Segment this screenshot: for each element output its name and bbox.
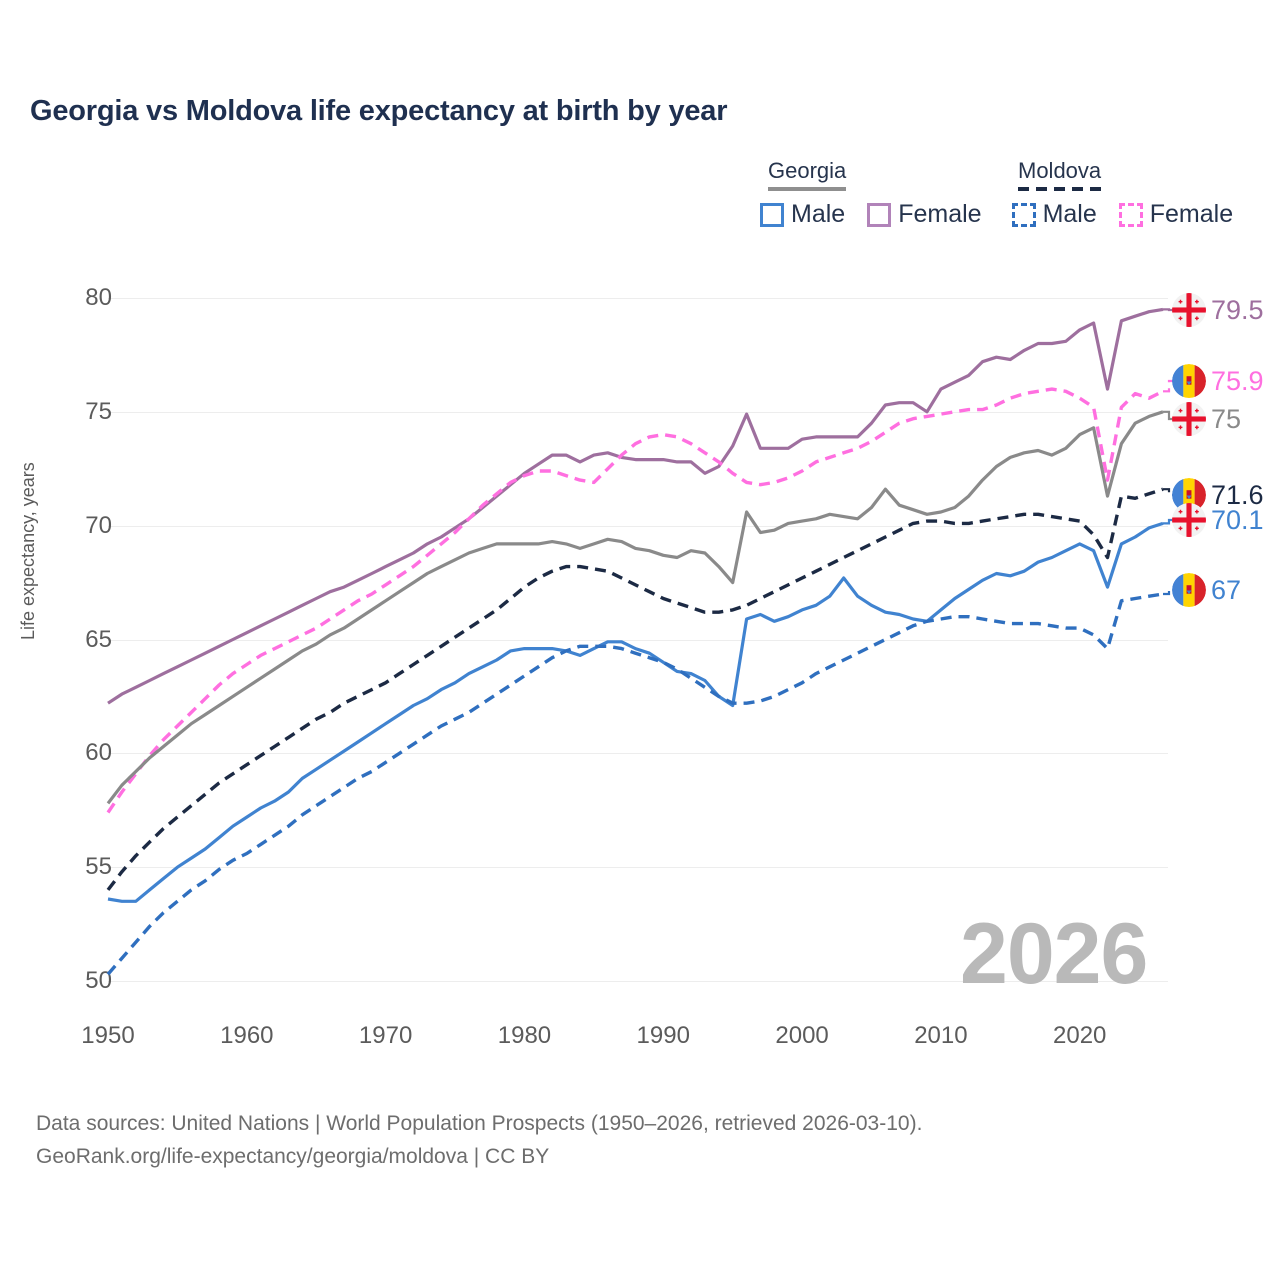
legend-group-georgia-label: Georgia <box>768 158 847 183</box>
legend-swatch-moldova-male <box>1011 202 1036 227</box>
end-label: 75.9 <box>1172 364 1264 398</box>
moldova-flag <box>1172 573 1206 607</box>
moldova-flag-icon <box>1172 478 1206 512</box>
line-georgia-female <box>107 307 1164 705</box>
footer-line-2: GeoRank.org/life-expectancy/georgia/mold… <box>36 1144 550 1168</box>
legend-group-georgia: Georgia <box>768 158 847 195</box>
y-axis-tick: 75 <box>85 397 112 425</box>
gridline <box>108 525 1168 527</box>
georgia-flag <box>1172 503 1206 537</box>
legend-group-moldova-label: Moldova <box>1018 158 1102 183</box>
legend-item-moldova-female[interactable]: Female <box>1118 200 1234 229</box>
line-moldova-male-overall-line- <box>106 487 1164 891</box>
y-axis-tick: 70 <box>85 511 112 539</box>
year-watermark: 2026 <box>960 906 1148 1002</box>
legend-item-georgia-female[interactable]: Female <box>867 200 982 229</box>
line-georgia-male <box>107 521 1164 903</box>
end-label: 75 <box>1172 402 1241 436</box>
end-label-value: 75.9 <box>1211 365 1264 396</box>
gridline <box>108 981 1168 982</box>
georgia-flag-icon <box>1172 402 1206 436</box>
x-axis-tick: 2010 <box>914 1022 968 1049</box>
georgia-flag <box>1172 293 1206 327</box>
end-label-value: 75 <box>1211 403 1242 434</box>
legend-swatch-georgia-male <box>760 202 784 227</box>
line-moldova-female <box>106 387 1164 814</box>
moldova-flag <box>1172 364 1206 398</box>
line-georgia-male-overall-line- <box>106 410 1164 805</box>
georgia-flag-icon <box>1172 293 1206 327</box>
x-axis-tick: 1990 <box>636 1022 690 1049</box>
end-label: 71.6 <box>1172 478 1264 512</box>
end-label-value: 70.1 <box>1211 504 1264 535</box>
end-label-value: 71.6 <box>1211 479 1264 510</box>
x-axis-tick: 2000 <box>775 1022 829 1049</box>
y-axis-tick: 50 <box>85 967 112 994</box>
y-axis-tick: 80 <box>85 284 112 311</box>
legend-group-titles: Georgia Moldova <box>760 158 1260 192</box>
end-label: 70.1 <box>1172 503 1264 537</box>
y-axis-tick: 60 <box>85 739 112 767</box>
legend-swatch-georgia-female <box>867 202 892 227</box>
moldova-flag <box>1172 478 1206 512</box>
moldova-flag-icon <box>1172 364 1206 398</box>
x-axis-tick: 1950 <box>81 1022 135 1049</box>
legend-group-georgia-rule <box>768 187 847 191</box>
legend-label-moldova-female: Female <box>1149 200 1234 228</box>
y-axis-tick: 55 <box>85 853 112 881</box>
georgia-flag-icon <box>1172 503 1206 537</box>
x-axis-tick: 1980 <box>497 1022 552 1049</box>
end-label-value: 79.5 <box>1211 294 1264 325</box>
page-title: Georgia vs Moldova life expectancy at bi… <box>30 95 728 127</box>
legend-swatch-moldova-female <box>1118 202 1143 227</box>
gridline <box>108 867 1168 869</box>
legend: Georgia Moldova Male Female Male <box>760 158 1260 238</box>
moldova-flag-icon <box>1172 573 1206 607</box>
gridline <box>108 411 1168 413</box>
end-label: 79.5 <box>1172 293 1264 327</box>
legend-item-georgia-male[interactable]: Male <box>760 200 845 229</box>
georgia-flag <box>1172 402 1206 436</box>
legend-group-moldova-rule <box>1018 187 1102 191</box>
gridline <box>108 298 1168 299</box>
legend-item-moldova-male[interactable]: Male <box>1011 200 1097 229</box>
leader-line <box>1163 488 1175 497</box>
x-axis-tick: 1960 <box>220 1022 274 1049</box>
gridline <box>108 753 1168 755</box>
end-label: 67 <box>1172 573 1241 607</box>
gridline <box>108 639 1168 641</box>
footer-line-1: Data sources: United Nations | World Pop… <box>36 1112 923 1135</box>
end-label-value: 67 <box>1211 574 1242 605</box>
y-axis-tick: 65 <box>85 625 112 653</box>
footer: Data sources: United Nations | World Pop… <box>36 1108 922 1173</box>
x-axis-tick: 1970 <box>358 1022 413 1049</box>
line-moldova-male <box>106 592 1164 976</box>
legend-label-georgia-male: Male <box>791 200 846 228</box>
leader-line <box>1163 588 1175 596</box>
x-axis-tick: 2020 <box>1053 1022 1107 1049</box>
legend-label-moldova-male: Male <box>1042 200 1097 228</box>
legend-group-moldova: Moldova <box>1018 158 1102 195</box>
legend-label-georgia-female: Female <box>898 200 982 228</box>
legend-items: Male Female Male Female <box>760 200 1233 229</box>
